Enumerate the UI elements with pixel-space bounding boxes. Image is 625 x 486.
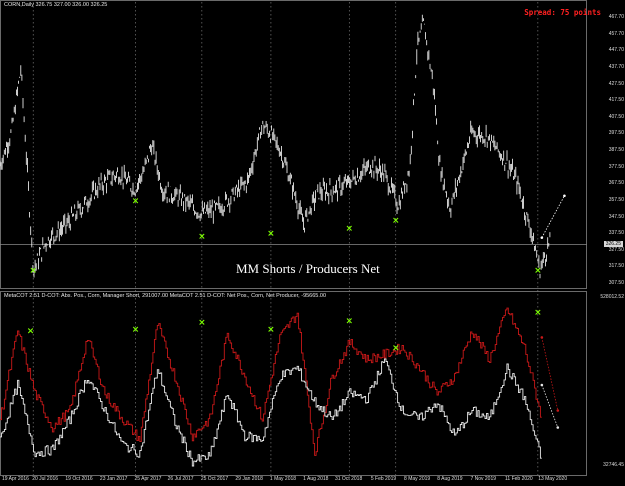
date-axis-tick: 29 Jan 2018: [235, 476, 263, 482]
price-axis-tick: 347.50: [608, 213, 624, 220]
manager-short-projection-point: [540, 383, 544, 387]
price-axis-tick: 407.50: [608, 113, 624, 120]
price-projection-point: [540, 236, 544, 239]
price-axis-tick: 387.50: [608, 147, 624, 153]
price-signal-marker: ×: [534, 266, 542, 276]
price-signal-marker: ×: [392, 216, 400, 226]
indicator-panel-frame: [0, 291, 587, 476]
price-projection-point: [563, 194, 566, 198]
price-signal-marker: ×: [29, 266, 37, 276]
indicator-signal-marker: ×: [198, 318, 206, 328]
price-axis-tick: 437.70: [608, 63, 624, 70]
indicator-signal-marker: ×: [27, 327, 35, 337]
price-bars: [0, 14, 551, 279]
price-axis-tick: 327.50: [608, 246, 624, 253]
price-axis-tick: 397.50: [608, 130, 624, 137]
indicator-series: [0, 307, 542, 467]
signal-markers: × × × × × × × × × × × × × ×: [27, 197, 542, 354]
price-axis-tick: 317.50: [608, 263, 624, 270]
price-axis-tick: 447.70: [608, 47, 624, 54]
price-axis-tick: 377.50: [608, 163, 624, 170]
indicator-signal-marker: ×: [346, 316, 354, 326]
indicator-signal-marker: ×: [132, 325, 140, 335]
date-axis-tick: 25 Apr 2017: [134, 476, 162, 482]
net-producer-projection-point: [540, 336, 544, 339]
price-series: [0, 14, 551, 279]
date-axis-tick: 26 Jul 2017: [167, 476, 194, 482]
date-axis-tick: 1 Aug 2018: [303, 476, 329, 482]
date-axis-tick: 8 Aug 2019: [437, 476, 463, 482]
indicator-signal-marker: ×: [267, 325, 275, 335]
net-producer-projection: [541, 337, 559, 411]
date-axis-tick: 13 May 2020: [538, 476, 568, 482]
price-projection: [541, 195, 565, 238]
indicator-axis-tick: 32746.45: [603, 462, 624, 468]
manager-short-line: [0, 358, 542, 467]
date-axis-tick: 8 May 2019: [404, 476, 431, 482]
manager-short-projection-point: [556, 426, 560, 429]
projection-lines: [540, 194, 566, 429]
indicator-signal-marker: ×: [534, 308, 542, 318]
manager-short-projection: [541, 384, 559, 428]
net-producer-projection-point: [556, 409, 560, 412]
indicator-axis-tick: 528012.52: [600, 294, 624, 300]
chart-symbol-title: CORN,Daily 326.75 327.00 326.00 326.25: [4, 2, 108, 8]
price-axis-tick: 337.50: [608, 230, 624, 237]
price-panel-frame: [0, 0, 587, 289]
date-axis-tick: 5 Feb 2019: [370, 476, 397, 482]
price-signal-marker: ×: [198, 232, 206, 242]
price-axis-tick: 307.50: [608, 280, 624, 286]
date-axis-tick: 1 May 2018: [269, 476, 297, 482]
indicator-signal-marker: ×: [392, 344, 400, 354]
price-axis-tick: 357.50: [608, 196, 624, 203]
spread-label: Spread: 75 points: [524, 8, 601, 17]
price-axis-tick: 457.70: [608, 30, 624, 37]
date-axis-tick: 19 Oct 2016: [65, 476, 93, 482]
price-signal-marker: ×: [132, 197, 140, 207]
current-price-tag: 326.25: [603, 241, 623, 247]
price-axis-tick: 427.50: [608, 80, 624, 87]
price-axis-tick: 467.70: [608, 14, 624, 20]
date-axis-tick: 23 Jan 2017: [99, 476, 128, 482]
indicator-title: MetaCOT 2.51 D-COT: Abs. Pos., Corn, Man…: [4, 293, 327, 299]
date-axis-tick: 7 Nov 2019: [470, 476, 497, 482]
price-axis-tick: 367.50: [608, 180, 624, 187]
date-axis-tick: 11 Feb 2020: [504, 476, 533, 482]
date-axis-tick: 31 Oct 2018: [334, 476, 363, 482]
price-signal-marker: ×: [346, 224, 354, 234]
date-axis-tick: 19 Apr 2016: [2, 476, 29, 482]
price-signal-marker: ×: [267, 229, 275, 239]
date-axis-tick: 20 Jul 2016: [32, 476, 59, 482]
date-axis-tick: 25 Oct 2017: [200, 476, 229, 482]
price-axis-tick: 417.50: [608, 97, 624, 104]
annotation-text: MM Shorts / Producers Net: [236, 261, 380, 276]
net-producer-line: [0, 307, 542, 456]
marker-vertical-lines: [32, 2, 539, 475]
